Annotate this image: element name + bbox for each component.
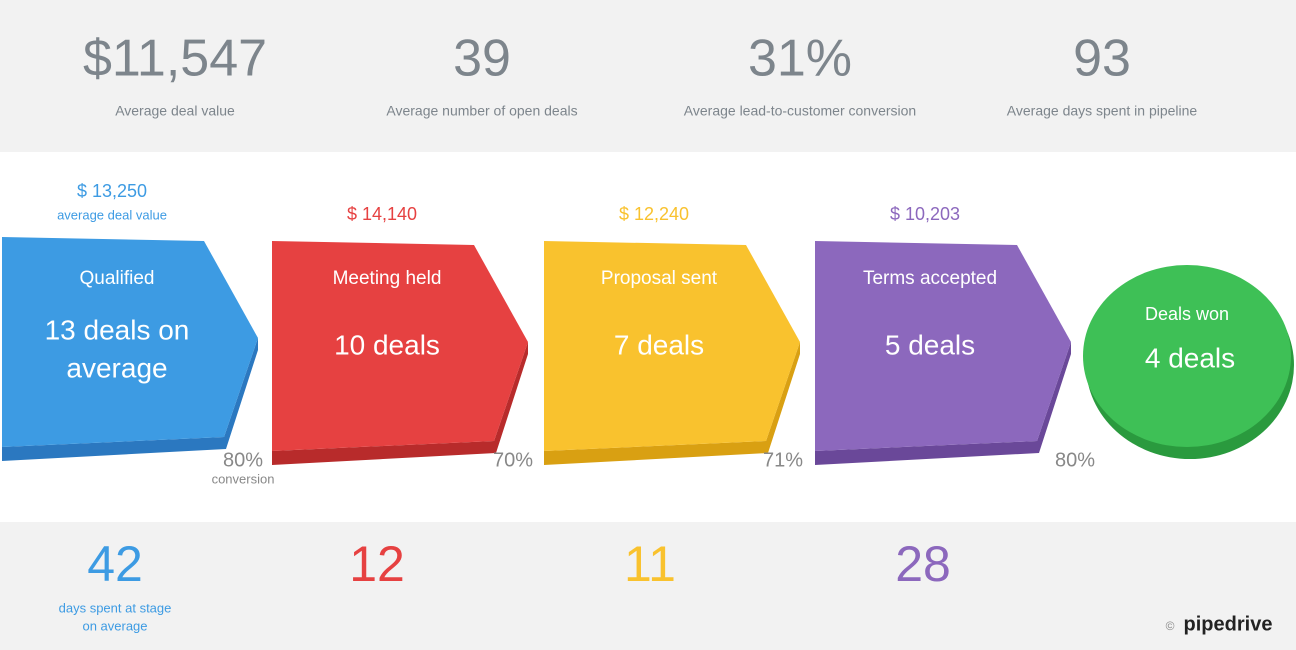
stage-arrow (272, 241, 528, 451)
stage-deals: 5 deals (885, 329, 975, 360)
stage-name: Proposal sent (601, 268, 718, 289)
stage-deals: 7 deals (614, 329, 704, 360)
conversion: 70% (493, 449, 533, 471)
arrow-shadow (815, 342, 1071, 465)
stage-amount: $ 14,140 (347, 204, 417, 224)
stage-deals: 4 deals (1145, 342, 1235, 373)
stage-arrow (815, 241, 1071, 451)
summary-value: 93 (1073, 30, 1131, 88)
stage-amount: $ 13,250 (77, 181, 147, 201)
stage-amount: $ 10,203 (890, 204, 960, 224)
days-label: days spent at stage (59, 600, 172, 615)
stage-deals: 13 deals on (45, 314, 190, 345)
stage-deals: 10 deals (334, 329, 440, 360)
arrow-shadow (544, 342, 800, 465)
stage-days: 12 (349, 536, 405, 592)
conversion: 71% (763, 449, 803, 471)
arrow-shadow (272, 342, 528, 465)
stage-name: Meeting held (333, 268, 442, 289)
days-label: on average (82, 618, 147, 633)
stage-circle (1083, 265, 1291, 447)
stage-days: 11 (624, 536, 676, 592)
stage-deals: average (66, 352, 167, 383)
summary-value: 39 (453, 30, 511, 88)
conversion: 80% (1055, 449, 1095, 471)
summary-value: 31% (748, 30, 852, 88)
stage-amount: $ 12,240 (619, 204, 689, 224)
summary-band (0, 0, 1296, 152)
stage-name: Qualified (80, 268, 155, 289)
stage-arrow (2, 237, 258, 447)
summary-label: Average days spent in pipeline (1007, 103, 1198, 119)
summary-label: Average number of open deals (386, 103, 577, 119)
stage-days: 28 (895, 536, 951, 592)
stage-arrow (544, 241, 800, 451)
amount-label: average deal value (57, 207, 167, 222)
days-band (0, 522, 1296, 650)
copyright: © (1166, 619, 1175, 633)
stage-name: Deals won (1145, 304, 1229, 324)
summary-value: $11,547 (83, 30, 267, 88)
brand: pipedrive (1184, 613, 1273, 635)
summary-label: Average deal value (115, 103, 235, 119)
summary-label: Average lead-to-customer conversion (684, 103, 916, 119)
arrow-shadow (2, 338, 258, 461)
stage-name: Terms accepted (863, 268, 997, 289)
stage-days: 42 (87, 536, 143, 592)
conversion-label: conversion (212, 471, 275, 486)
conversion: 80% (223, 449, 263, 471)
